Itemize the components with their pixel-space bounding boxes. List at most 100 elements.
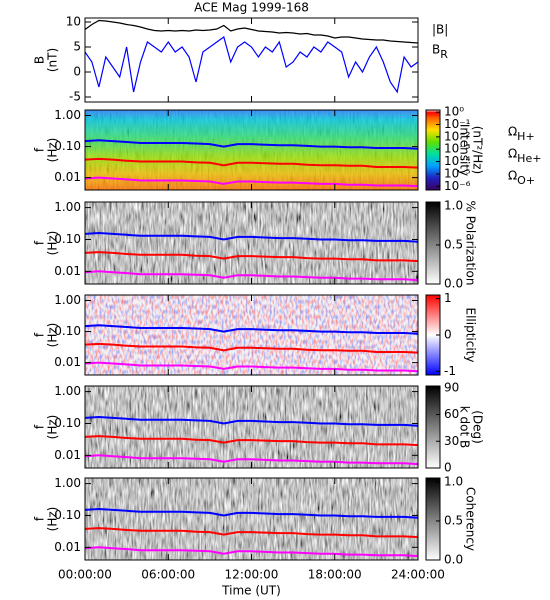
y-axis-label: (Hz) <box>46 231 60 256</box>
colorbar-tick-label: 10⁰ <box>444 105 464 119</box>
y-axis-label: (nT) <box>46 48 60 72</box>
y-tick-label: 0.10 <box>54 139 81 153</box>
legend-entry: ΩH+ <box>508 125 535 144</box>
legend-entry: ΩO+ <box>508 169 535 188</box>
colorbar-tick-label: 90 <box>444 380 459 394</box>
y-tick-label: 0.01 <box>54 170 81 184</box>
colorbar-tick-label: 30 <box>444 434 459 448</box>
colorbar-tick-label: 0.5 <box>444 513 463 527</box>
colorbar-label: % Polarization <box>464 201 478 286</box>
legend-entry: BR <box>432 43 448 62</box>
y-tick-label: 0.01 <box>54 448 81 462</box>
colorbar-tick-label: 1.0 <box>444 474 463 488</box>
colorbar-tick-label: -1 <box>444 364 456 378</box>
y-tick-label: 0.10 <box>54 416 81 430</box>
colorbar-tick-label: 1 <box>444 291 452 305</box>
y-tick-label: 0.01 <box>54 264 81 278</box>
y-tick-label: 1.00 <box>54 108 81 122</box>
x-tick-label: 06:00:00 <box>141 568 195 582</box>
x-tick-label: 24:00:00 <box>391 568 445 582</box>
x-axis-label: Time (UT) <box>221 584 281 598</box>
y-axis-label: (Hz) <box>46 507 60 532</box>
colorbar-tick-label: 10⁻⁴ <box>444 154 471 168</box>
series-line <box>85 324 418 335</box>
spectrogram <box>85 202 418 284</box>
colorbar-label: Coherency <box>464 487 478 551</box>
y-tick-label: 1.00 <box>54 293 81 307</box>
legend-entry: ΩHe+ <box>508 147 541 166</box>
spectrogram <box>85 478 418 560</box>
y-axis-label: B <box>33 56 47 64</box>
series-line <box>85 19 418 44</box>
y-axis-label: f <box>33 516 47 521</box>
y-tick-label: 0.01 <box>54 355 81 369</box>
series-line <box>85 36 418 94</box>
colorbar-label: (Deg) <box>471 410 485 444</box>
y-axis-label: f <box>33 147 47 152</box>
series-line <box>85 157 418 169</box>
colorbar <box>425 201 441 285</box>
series-line <box>85 507 418 519</box>
colorbar-tick-label: 0.0 <box>444 553 463 567</box>
x-tick-label: 18:00:00 <box>308 568 362 582</box>
legend-entry: |B| <box>432 23 448 37</box>
series-line <box>85 361 418 373</box>
y-tick-label: 0.10 <box>54 508 81 522</box>
y-axis-label: (Hz) <box>46 415 60 440</box>
y-tick-label: -5 <box>69 90 81 104</box>
y-tick-label: 0.10 <box>54 324 81 338</box>
colorbar-label: Intensity <box>458 124 472 176</box>
colorbar-tick-label: 0 <box>444 328 452 342</box>
series-line <box>85 415 418 427</box>
series-line <box>85 454 418 466</box>
legend-subscript: He+ <box>517 152 541 165</box>
colorbar-label: Ellipticity <box>464 308 478 363</box>
y-axis-label: f <box>33 424 47 429</box>
colorbar <box>425 109 441 191</box>
y-axis-label: f <box>33 240 47 245</box>
colorbar-label: k dot B <box>458 406 472 448</box>
x-tick-label: 12:00:00 <box>225 568 279 582</box>
y-tick-label: 0.01 <box>54 540 81 554</box>
series-line <box>85 527 418 539</box>
y-tick-label: 0.10 <box>54 232 81 246</box>
series-line <box>85 139 418 150</box>
x-tick-label: 00:00:00 <box>58 568 112 582</box>
y-tick-label: 1.00 <box>54 384 81 398</box>
colorbar-tick-label: 0.5 <box>444 237 463 251</box>
colorbar-label: (nT²/Hz) <box>471 126 485 174</box>
y-tick-label: 0 <box>73 65 81 79</box>
legend-subscript: O+ <box>517 174 535 187</box>
series-line <box>85 251 418 263</box>
series-line <box>85 176 418 188</box>
series-line <box>85 435 418 447</box>
y-tick-label: 1.00 <box>54 200 81 214</box>
spectrogram <box>85 386 418 468</box>
spectrogram-texture <box>85 110 418 190</box>
y-axis-label: f <box>33 332 47 337</box>
chart-title: ACE Mag 1999-168 <box>194 1 309 15</box>
y-tick-label: 1.00 <box>54 476 81 490</box>
y-tick-label: 10 <box>66 15 81 29</box>
colorbar-tick-label: 10⁻³ <box>444 142 471 156</box>
colorbar-tick-label: 10⁻² <box>444 129 471 143</box>
colorbar-tick-label: 1.0 <box>444 198 463 212</box>
y-axis-label: (Hz) <box>46 323 60 348</box>
y-axis-label: (Hz) <box>46 138 60 163</box>
colorbar-tick-label: 10⁻⁵ <box>444 166 471 180</box>
series-line <box>85 342 418 354</box>
colorbar-tick-label: 10⁻⁶ <box>444 179 471 193</box>
series-line <box>85 231 418 243</box>
series-line <box>85 270 418 282</box>
colorbar <box>425 477 441 561</box>
legend-subscript: H+ <box>517 130 535 143</box>
spectrogram-blue <box>85 295 418 375</box>
colorbar-tick-label: 0.0 <box>444 277 463 291</box>
legend-subscript: R <box>440 48 448 61</box>
series-line <box>85 546 418 558</box>
colorbar-tick-label: 0 <box>444 461 452 475</box>
colorbar-tick-label: 10⁻¹ <box>444 117 471 131</box>
colorbar-tick-label: 60 <box>444 407 459 421</box>
y-tick-label: 5 <box>73 40 81 54</box>
